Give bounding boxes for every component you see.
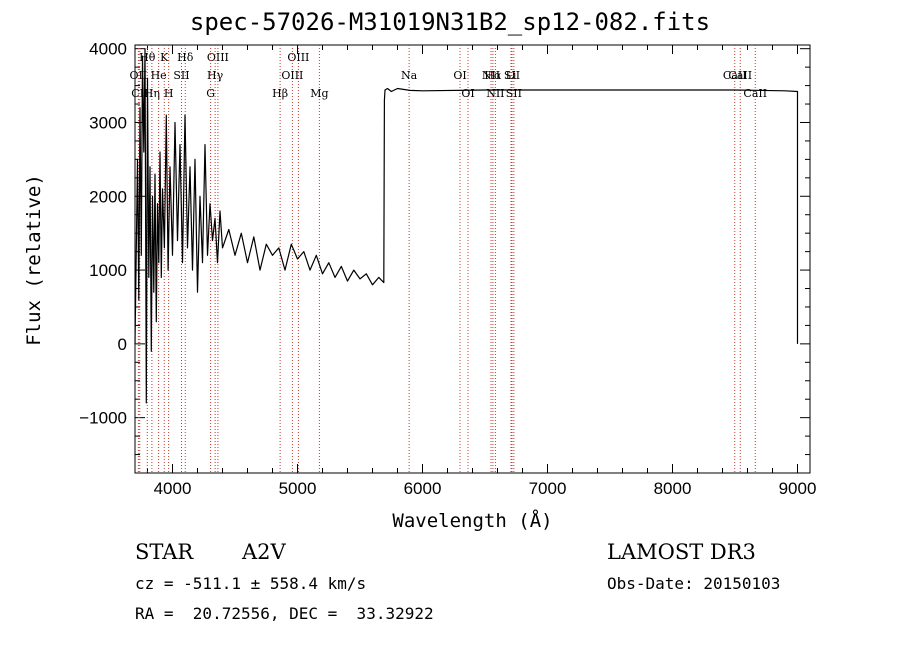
x-tick-label: 7000 bbox=[529, 479, 567, 498]
y-axis-label: Flux (relative) bbox=[23, 174, 45, 346]
line-label-SII: SII bbox=[504, 69, 520, 82]
line-label-K: K bbox=[160, 51, 169, 64]
line-label-G: G bbox=[206, 87, 215, 100]
line-label-SII: SII bbox=[173, 69, 189, 82]
object-class: STAR bbox=[135, 540, 194, 564]
x-tick-label: 4000 bbox=[154, 479, 192, 498]
line-label-Hγ: Hγ bbox=[207, 69, 224, 82]
line-label-Hη: Hη bbox=[144, 87, 160, 100]
x-tick-label: 9000 bbox=[779, 479, 817, 498]
line-label-H: H bbox=[164, 87, 174, 100]
plot-frame bbox=[134, 44, 811, 474]
line-label-CaII: CaII bbox=[723, 69, 747, 82]
line-label-Hδ: Hδ bbox=[177, 51, 194, 64]
line-label-He: He bbox=[151, 69, 167, 82]
line-label-CaII: CaII bbox=[743, 87, 767, 100]
line-label-OI: OI bbox=[453, 69, 466, 82]
y-tick-label: 2000 bbox=[89, 187, 127, 206]
y-tick-label: 3000 bbox=[89, 113, 127, 132]
line-label-Li: Li bbox=[506, 69, 517, 82]
line-label-Hβ: Hβ bbox=[272, 87, 288, 100]
survey-name: LAMOST DR3 bbox=[607, 540, 756, 564]
line-label-SII: SII bbox=[506, 87, 522, 100]
line-label-OI: OI bbox=[461, 87, 474, 100]
object-subclass: A2V bbox=[242, 540, 286, 564]
line-label-Hθ: Hθ bbox=[139, 51, 156, 64]
line-label-OIII: OIII bbox=[281, 69, 303, 82]
y-tick-label: 0 bbox=[118, 335, 127, 354]
line-label-Hα: Hα bbox=[484, 69, 502, 82]
observation-date: Obs-Date: 20150103 bbox=[607, 574, 781, 593]
ra-dec-coordinates: RA = 20.72556, DEC = 33.32922 bbox=[135, 604, 434, 623]
x-tick-label: 6000 bbox=[404, 479, 442, 498]
line-label-Na: Na bbox=[401, 69, 418, 82]
line-label-NII: NII bbox=[486, 87, 504, 100]
x-tick-label: 8000 bbox=[654, 479, 692, 498]
line-label-Mg: Mg bbox=[310, 87, 328, 100]
y-tick-label: −1000 bbox=[79, 409, 127, 428]
chart-title: spec-57026-M31019N31B2_sp12-082.fits bbox=[189, 8, 711, 36]
line-label-OIII: OIII bbox=[287, 51, 309, 64]
y-tick-label: 4000 bbox=[89, 40, 127, 59]
line-label-NII: NII bbox=[482, 69, 500, 82]
redshift-cz: cz = -511.1 ± 558.4 km/s bbox=[135, 574, 367, 593]
x-tick-label: 5000 bbox=[279, 479, 317, 498]
x-axis-label: Wavelength (Å) bbox=[392, 510, 553, 532]
y-tick-label: 1000 bbox=[89, 261, 127, 280]
line-label-OIII: OIII bbox=[207, 51, 229, 64]
series-flux bbox=[134, 48, 799, 404]
